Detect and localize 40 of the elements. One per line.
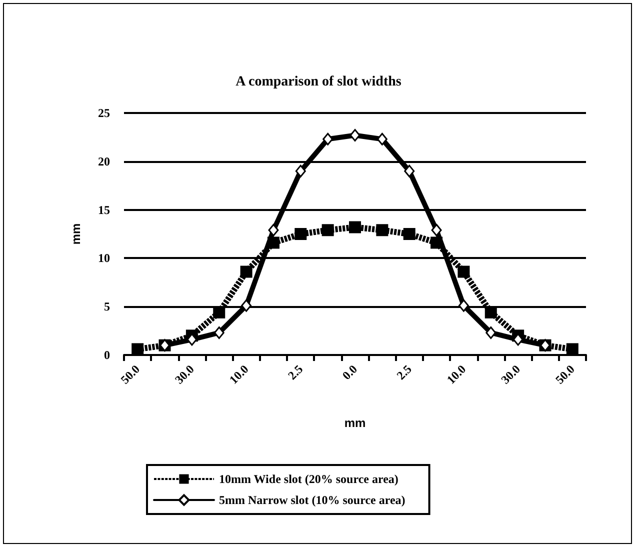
point bbox=[458, 299, 469, 312]
x-tick-label: 30.0 bbox=[498, 362, 524, 387]
point bbox=[566, 343, 578, 356]
x-tick-label: 50.0 bbox=[552, 362, 578, 387]
y-tick-label: 0 bbox=[104, 348, 110, 362]
x-tick-label: 2.5 bbox=[285, 362, 306, 383]
legend-label: 10mm Wide slot (20% source area) bbox=[219, 472, 398, 486]
point bbox=[349, 221, 361, 234]
point bbox=[241, 299, 252, 312]
point bbox=[376, 132, 388, 146]
x-tick-label: 10.0 bbox=[444, 362, 469, 387]
y-tick-label: 10 bbox=[98, 251, 110, 266]
x-tick-label: 0.0 bbox=[339, 362, 360, 383]
y-tick-label: 20 bbox=[98, 154, 110, 168]
point bbox=[403, 228, 416, 240]
x-tick-label: 10.0 bbox=[226, 362, 252, 387]
point bbox=[322, 132, 334, 146]
y-tick-label: 15 bbox=[98, 202, 110, 217]
point bbox=[214, 326, 224, 339]
point bbox=[431, 224, 442, 236]
point bbox=[240, 266, 252, 278]
point bbox=[458, 266, 470, 278]
x-tick-label: 2.5 bbox=[394, 362, 414, 383]
chart-title: A comparison of slot widths bbox=[236, 74, 402, 90]
x-tick-label: 50.0 bbox=[118, 362, 143, 387]
point bbox=[486, 326, 496, 339]
point bbox=[268, 224, 279, 236]
point bbox=[376, 224, 388, 236]
y-tick-label: 5 bbox=[104, 300, 110, 314]
point bbox=[295, 164, 306, 178]
point bbox=[404, 164, 415, 178]
point bbox=[350, 129, 360, 142]
legend-label: 5mm Narrow slot (10% source area) bbox=[219, 493, 406, 507]
x-axis-title: mm bbox=[344, 416, 366, 430]
y-tick-label: 25 bbox=[98, 106, 110, 120]
point bbox=[132, 343, 144, 356]
point bbox=[294, 228, 307, 240]
point bbox=[322, 224, 334, 236]
x-tick-label: 30.0 bbox=[172, 362, 197, 387]
y-axis-title: mm bbox=[69, 223, 83, 245]
